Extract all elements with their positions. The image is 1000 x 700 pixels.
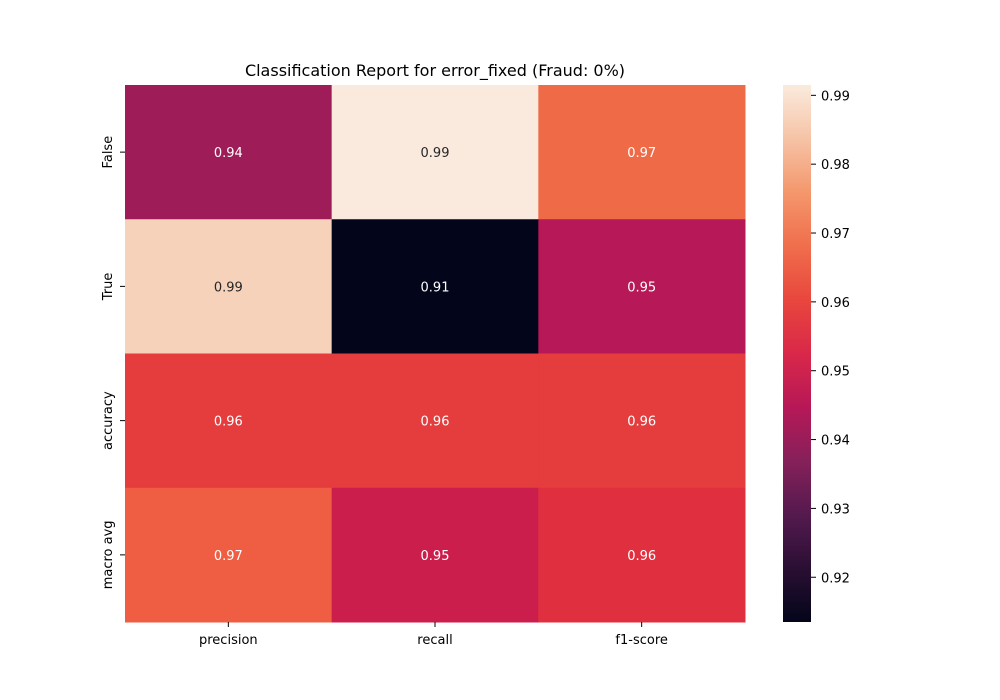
- cell-value-label: 0.96: [214, 415, 243, 430]
- heatmap-cell: [331, 85, 539, 220]
- cell-value-label: 0.99: [421, 146, 450, 161]
- y-tick-label: True: [101, 273, 116, 302]
- cell-value-label: 0.99: [214, 280, 243, 295]
- y-tick-label: accuracy: [101, 391, 116, 450]
- cell-value-label: 0.94: [214, 146, 243, 161]
- colorbar-tick-label: 0.94: [821, 434, 850, 449]
- colorbar-tick-label: 0.98: [821, 158, 850, 173]
- heatmap-cell: [538, 219, 746, 354]
- cell-value-label: 0.95: [421, 549, 450, 564]
- chart-title: Classification Report for error_fixed (F…: [245, 61, 625, 81]
- heatmap-cell: [538, 85, 746, 220]
- heatmap-cell: [125, 487, 333, 623]
- heatmap-cells: 0.94 0.99 0.97 0.99 0.91 0.95 0.96 0.96 0.96 0.97…: [125, 85, 746, 623]
- x-tick-label: recall: [417, 633, 452, 648]
- colorbar-tick-label: 0.96: [821, 296, 850, 311]
- y-tick-label: macro avg: [101, 520, 116, 589]
- cell-value-label: 0.91: [421, 280, 450, 295]
- heatmap-cell: [331, 353, 539, 489]
- cell-value-label: 0.95: [627, 280, 656, 295]
- colorbar-tick-label: 0.95: [821, 365, 850, 380]
- colorbar-gradient: [783, 85, 811, 622]
- colorbar-ticks: 0.92 0.93 0.94 0.95 0.96 0.97 0.98 0.99: [811, 89, 850, 586]
- colorbar-tick-label: 0.97: [821, 227, 850, 242]
- heatmap-cell: [538, 353, 746, 489]
- colorbar-tick-label: 0.99: [821, 89, 850, 104]
- cell-value-label: 0.96: [421, 415, 450, 430]
- heatmap-cell: [125, 219, 333, 354]
- heatmap-cell: [125, 85, 333, 220]
- colorbar-tick-label: 0.92: [821, 571, 850, 586]
- heatmap-cell: [331, 219, 539, 354]
- cell-value-label: 0.97: [214, 549, 243, 564]
- colorbar-tick-label: 0.93: [821, 502, 850, 517]
- y-axis: False True accuracy macro avg: [101, 136, 125, 589]
- x-axis: precision recall f1-score: [199, 622, 668, 648]
- cell-value-label: 0.96: [627, 415, 656, 430]
- cell-value-label: 0.97: [627, 146, 656, 161]
- cell-value-label: 0.96: [627, 549, 656, 564]
- x-tick-label: f1-score: [615, 633, 667, 648]
- heatmap-cell: [125, 353, 333, 489]
- heatmap-cell: [331, 487, 539, 623]
- colorbar: 0.92 0.93 0.94 0.95 0.96 0.97 0.98 0.99: [783, 85, 850, 622]
- heatmap-cell: [538, 487, 746, 623]
- y-tick-label: False: [101, 136, 116, 169]
- x-tick-label: precision: [199, 633, 258, 648]
